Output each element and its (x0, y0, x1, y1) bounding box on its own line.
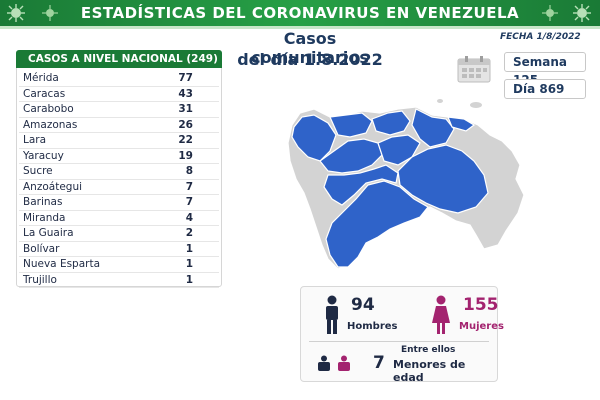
women-label: Mujeres (459, 321, 504, 332)
state-count: 7 (185, 180, 193, 193)
list-item: Trujillo 1 (19, 273, 219, 288)
header-divider (0, 26, 600, 29)
state-count: 7 (185, 196, 193, 209)
virus-icon (7, 4, 25, 22)
state-name: Anzoátegui (23, 180, 83, 193)
map-region-bolivar (397, 144, 489, 214)
state-name: Barinas (23, 196, 63, 209)
list-item: Caracas 43 (19, 87, 219, 102)
list-item: Mérida 77 (19, 71, 219, 87)
main-title-line2: del día 1.8.2022 (237, 50, 383, 69)
virus-icon (542, 5, 558, 21)
demographics-panel: 94 Hombres 155 Mujeres Entre ellos 7 Men… (300, 286, 504, 384)
map-region-anzoategui (411, 108, 455, 148)
map-island (470, 102, 482, 108)
child-icon (318, 355, 350, 371)
state-name: Miranda (23, 211, 66, 224)
men-label: Hombres (347, 321, 398, 332)
entre-ellos-label: Entre ellos (401, 345, 456, 355)
virus-icon (42, 5, 58, 21)
state-count: 43 (178, 87, 193, 100)
list-item: Anzoátegui 7 (19, 180, 219, 195)
cases-header: CASOS A NIVEL NACIONAL (249) (16, 50, 222, 68)
minors-count: 7 (373, 353, 385, 373)
page-title: ESTADÍSTICAS DEL CORONAVIRUS EN VENEZUEL… (80, 4, 520, 22)
list-item: Bolívar 1 (19, 242, 219, 257)
list-item: Amazonas 26 (19, 118, 219, 133)
map-region-sucre (447, 116, 476, 132)
venezuela-map (287, 99, 525, 270)
map-region-lara (329, 112, 373, 138)
map-region-west (291, 114, 337, 162)
men-count: 94 (351, 295, 375, 315)
list-item: Barinas 7 (19, 195, 219, 211)
women-count: 155 (463, 295, 499, 315)
state-count: 26 (178, 118, 193, 131)
demographics-divider (309, 341, 489, 342)
map-region-amazonas (325, 180, 429, 268)
state-name: Nueva Esparta (23, 258, 101, 271)
state-count: 22 (178, 134, 193, 147)
main-title-line1: Casos comunitarios (251, 29, 369, 67)
state-name: Yaracuy (23, 149, 64, 162)
list-item: Carabobo 31 (19, 102, 219, 118)
state-count: 2 (185, 227, 193, 240)
header-banner: ESTADÍSTICAS DEL CORONAVIRUS EN VENEZUEL… (0, 0, 600, 26)
map-region-barinas (377, 134, 421, 166)
list-item: Miranda 4 (19, 211, 219, 226)
state-count: 8 (185, 165, 193, 178)
state-name: Sucre (23, 165, 53, 178)
state-name: Lara (23, 134, 47, 147)
list-item: Lara 22 (19, 133, 219, 149)
calendar-icon (457, 56, 491, 83)
state-count: 1 (185, 258, 193, 271)
state-name: Bolívar (23, 242, 60, 255)
map-island (437, 99, 443, 103)
state-name: Trujillo (23, 273, 57, 286)
minors-label: Menores de edad (393, 358, 466, 384)
man-icon (326, 295, 338, 334)
map-region-apure (323, 164, 399, 206)
state-name: Mérida (23, 72, 59, 85)
state-count: 77 (178, 72, 193, 85)
date-label: FECHA 1/8/2022 (500, 32, 581, 42)
cases-panel: CASOS A NIVEL NACIONAL (249) Mérida 77 Ca… (16, 50, 222, 288)
list-item: Sucre 8 (19, 164, 219, 180)
state-name: Caracas (23, 87, 66, 100)
woman-icon (432, 295, 450, 334)
cases-list: Mérida 77 Caracas 43 Carabobo 31 Amazonas 26… (19, 71, 219, 288)
state-count: 1 (185, 273, 193, 286)
state-name: Carabobo (23, 103, 74, 116)
state-count: 31 (178, 103, 193, 116)
state-count: 19 (178, 149, 193, 162)
day-box: Día 869 (504, 79, 586, 99)
state-count: 4 (185, 211, 193, 224)
map-region-center (371, 110, 411, 136)
state-count: 1 (185, 242, 193, 255)
list-item: La Guaira 2 (19, 226, 219, 242)
virus-icon (573, 4, 591, 22)
week-box: Semana 125 (504, 52, 586, 87)
state-name: La Guaira (23, 227, 74, 240)
list-item: Nueva Esparta 1 (19, 257, 219, 273)
state-name: Amazonas (23, 118, 78, 131)
list-item: Yaracuy 19 (19, 149, 219, 164)
